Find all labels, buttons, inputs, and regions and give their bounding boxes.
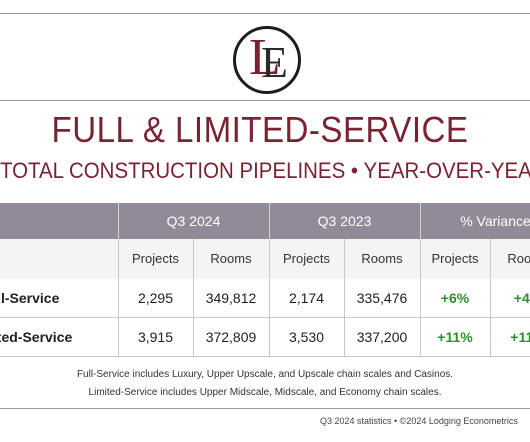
table-cell: 372,809 xyxy=(205,329,257,345)
row-label: Limited-Service xyxy=(0,329,73,345)
subheader-projects: Projects xyxy=(283,251,330,266)
subtitle-right: YEAR-OVER-YEAR xyxy=(363,158,530,183)
bottom-divider xyxy=(0,408,530,409)
header-separator xyxy=(420,203,421,239)
table-row: Full-Service 2,295 349,812 2,174 335,476… xyxy=(0,279,530,318)
row-label: Full-Service xyxy=(0,290,60,306)
table-header: Q3 2024 Q3 2023 % Variance xyxy=(0,203,530,239)
source-footer: Q3 2024 statistics • ©2024 Lodging Econo… xyxy=(320,416,518,426)
header-separator xyxy=(269,203,270,239)
top-divider xyxy=(0,13,530,14)
subheader-projects: Projects xyxy=(431,251,479,266)
table-subheader: Projects Rooms Projects Rooms Projects R… xyxy=(0,239,530,279)
column-separator xyxy=(420,239,421,357)
subheader-rooms: Rooms xyxy=(210,251,252,266)
table-cell: 2,174 xyxy=(288,290,325,306)
column-separator xyxy=(490,239,491,357)
footnotes: Full-Service includes Luxury, Upper Upsc… xyxy=(0,366,530,402)
footnote-limited-service: Limited-Service includes Upper Midscale,… xyxy=(88,387,442,398)
page-title: FULL & LIMITED-SERVICE xyxy=(51,109,469,150)
subtitle-left: TOTAL CONSTRUCTION PIPELINES xyxy=(0,158,346,183)
subheader-projects: Projects xyxy=(132,251,179,266)
header-separator xyxy=(118,203,119,239)
lodging-econometrics-logo: L E xyxy=(233,26,301,94)
logo-letter-e: E xyxy=(261,38,288,87)
subheader-rooms: Rooms xyxy=(361,251,403,266)
variance-cell: +11% xyxy=(510,329,530,345)
table-cell: 337,200 xyxy=(356,329,408,345)
title-divider xyxy=(0,100,530,101)
column-separator xyxy=(344,239,345,357)
variance-cell: +6% xyxy=(440,290,470,306)
variance-cell: +11% xyxy=(437,329,473,345)
variance-cell: +4% xyxy=(513,290,530,306)
period-q3-2023: Q3 2023 xyxy=(317,213,372,229)
table-cell: 335,476 xyxy=(356,290,408,306)
period-variance: % Variance xyxy=(460,213,530,229)
column-separator xyxy=(118,239,119,357)
logo-letter-l: L xyxy=(249,29,281,86)
table-row: Limited-Service 3,915 372,809 3,530 337,… xyxy=(0,318,530,357)
column-separator xyxy=(193,239,194,357)
footnote-full-service: Full-Service includes Luxury, Upper Upsc… xyxy=(76,369,454,380)
subheader-rooms: Rooms xyxy=(507,251,530,266)
subtitle-bullet: • xyxy=(350,158,358,183)
page-subtitle: TOTAL CONSTRUCTION PIPELINES • YEAR-OVER-Y… xyxy=(0,158,530,184)
period-q3-2024: Q3 2024 xyxy=(166,213,221,229)
table-cell: 349,812 xyxy=(205,290,257,306)
table-cell: 2,295 xyxy=(137,290,174,306)
column-separator xyxy=(269,239,270,357)
table-cell: 3,530 xyxy=(288,329,325,345)
table-cell: 3,915 xyxy=(137,329,174,345)
